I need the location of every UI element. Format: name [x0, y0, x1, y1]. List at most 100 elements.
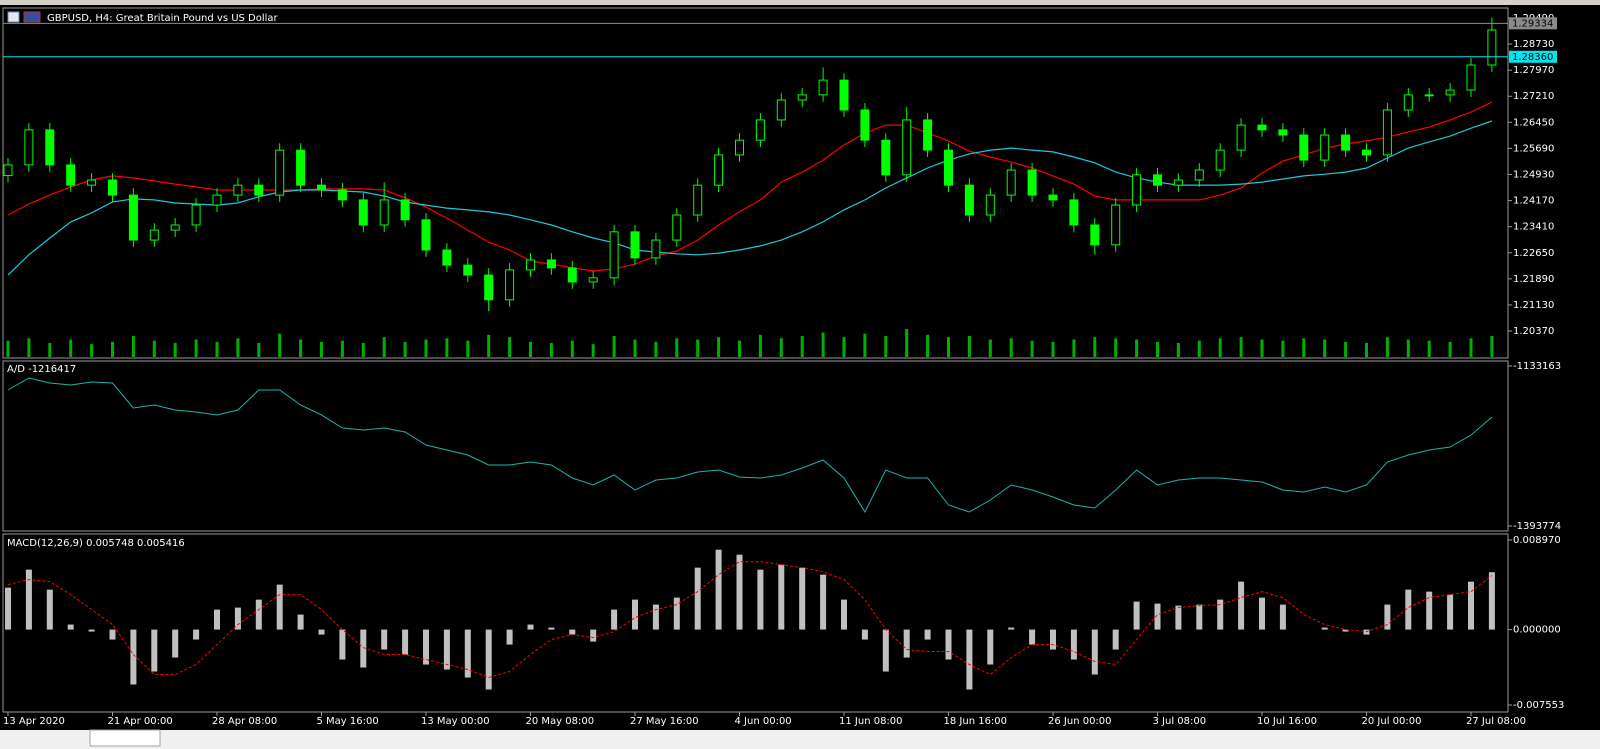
candle-body: [1111, 204, 1121, 246]
candle-body: [1424, 94, 1434, 97]
macd-bar: [1070, 629, 1077, 660]
volume-bar: [1302, 338, 1306, 357]
macd-bar: [297, 614, 304, 630]
candle-body: [484, 274, 494, 301]
candle-body: [546, 259, 556, 269]
volume-bar: [257, 343, 261, 357]
x-tick-label: 10 Jul 16:00: [1257, 716, 1317, 727]
macd-bar: [1384, 604, 1391, 630]
y-tick-label: 1.20370: [1513, 326, 1554, 337]
macd-bar: [506, 629, 513, 645]
volume-bar: [967, 336, 971, 357]
macd-bar: [172, 629, 179, 658]
volume-bar: [821, 332, 825, 357]
macd-bar: [966, 629, 973, 690]
volume-bar: [926, 334, 930, 357]
y-tick-label: 1.26450: [1513, 117, 1554, 128]
macd-bar: [443, 629, 450, 670]
candle-body: [964, 184, 974, 216]
macd-bar: [5, 587, 11, 630]
macd-bar: [548, 627, 555, 630]
candle-body: [818, 79, 828, 96]
macd-bar: [67, 624, 74, 630]
macd-bar: [694, 567, 701, 630]
macd-bar: [1154, 603, 1161, 630]
macd-bar: [1112, 629, 1119, 650]
candle-body: [1194, 169, 1204, 181]
candle-body: [254, 184, 264, 196]
macd-bar: [1321, 627, 1328, 630]
volume-bar: [863, 333, 867, 357]
candle-body: [526, 259, 535, 271]
volume-bar: [1072, 339, 1076, 357]
candle-body: [442, 249, 452, 266]
volume-bar: [152, 340, 156, 357]
x-tick-label: 27 May 16:00: [630, 716, 699, 727]
volume-bar: [1323, 339, 1327, 357]
candle-body: [1341, 134, 1351, 151]
volume-bar: [361, 343, 365, 357]
candle-body: [358, 199, 368, 226]
x-tick-label: 21 Apr 00:00: [108, 716, 173, 727]
candle-body: [797, 94, 807, 101]
volume-bar: [633, 339, 637, 357]
candle-body: [191, 204, 201, 226]
macd-bar: [1447, 594, 1454, 630]
volume-bar: [675, 338, 679, 357]
candle-body: [714, 154, 724, 186]
indicator-title: MACD(12,26,9) 0.005748 0.005416: [7, 538, 185, 549]
candle-body: [776, 99, 786, 121]
candle-body: [1027, 169, 1037, 196]
y-tick-label: 1.23410: [1513, 222, 1554, 233]
ad-line: [7, 377, 1493, 514]
x-tick-label: 26 Jun 00:00: [1048, 716, 1112, 727]
x-tick-label: 18 Jun 16:00: [944, 716, 1008, 727]
macd-bar: [423, 629, 429, 665]
candle-body: [108, 179, 117, 196]
macd-bar: [1050, 629, 1056, 650]
macd-bar: [1279, 604, 1286, 630]
candle-body: [1487, 29, 1497, 66]
macd-bar: [1426, 591, 1433, 630]
candle-body: [24, 129, 34, 166]
candle-body: [87, 179, 97, 186]
indicator-title: A/D -1216417: [7, 364, 76, 375]
macd-bar: [1259, 597, 1265, 630]
tab[interactable]: [89, 729, 161, 747]
candle-body: [296, 149, 306, 186]
macd-bar: [109, 629, 116, 640]
volume-bar: [905, 329, 909, 357]
candle-body: [337, 189, 347, 201]
volume-bar: [1218, 338, 1222, 357]
candle-body: [1299, 134, 1309, 161]
volume-bar: [27, 338, 31, 357]
volume-bar: [6, 340, 10, 357]
candle-body: [505, 269, 515, 301]
signal-line: [7, 561, 1493, 679]
y-tick-label: 1.21890: [1513, 274, 1554, 285]
volume-bar: [800, 336, 804, 357]
x-tick-label: 3 Jul 08:00: [1153, 716, 1207, 727]
y-tick-label: 1.27210: [1513, 91, 1554, 102]
candle-body: [1320, 134, 1330, 161]
candle-body: [421, 219, 431, 251]
volume-bar: [1114, 338, 1118, 357]
candle-body: [317, 184, 326, 191]
y-tick-label: 1.24930: [1513, 170, 1554, 181]
candle-body: [588, 277, 598, 283]
candle-body: [1090, 224, 1100, 246]
volume-bar: [487, 334, 491, 357]
macd-bar: [1468, 581, 1474, 630]
candle-body: [672, 214, 682, 241]
x-tick-label: 27 Jul 08:00: [1466, 716, 1526, 727]
macd-bar: [130, 629, 137, 685]
macd-bar: [736, 554, 743, 630]
candle-body: [1069, 199, 1079, 226]
candle-body: [567, 267, 577, 283]
volume-bar: [717, 337, 721, 357]
volume-bar: [1239, 337, 1243, 357]
candle-body: [651, 239, 661, 259]
y-tick-label: 1.27970: [1513, 65, 1554, 76]
